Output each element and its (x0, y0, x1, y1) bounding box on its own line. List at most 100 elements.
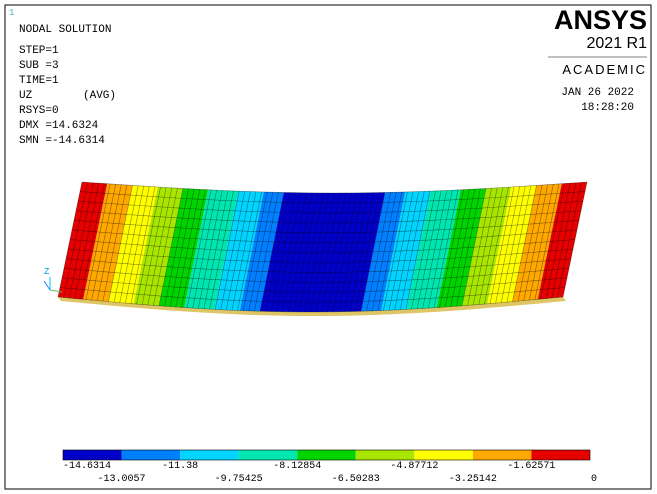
legend-label: -6.50283 (332, 474, 380, 485)
mesh-line (338, 192, 363, 312)
mesh-line (254, 192, 279, 312)
mesh-line (158, 188, 184, 306)
mesh-line (293, 192, 318, 312)
mesh-line (517, 184, 543, 302)
mesh-line (237, 191, 262, 311)
mesh-line (523, 184, 549, 301)
mesh-line (270, 192, 296, 312)
mesh-line (136, 187, 161, 305)
mesh-line (495, 186, 520, 304)
quantity: UZ (19, 90, 33, 102)
mesh-line (411, 190, 436, 310)
legend-swatch (238, 450, 298, 460)
mesh-line (439, 189, 464, 308)
contour-band (436, 188, 486, 308)
mesh-line (349, 192, 375, 312)
mesh-line (125, 186, 150, 304)
mesh-line (141, 187, 167, 305)
legend-label: 0 (591, 474, 597, 485)
mesh-line (489, 186, 515, 304)
mesh-line (321, 192, 347, 313)
mesh-line (79, 191, 586, 204)
legend-label: -8.12854 (273, 461, 321, 472)
mesh-line (63, 267, 570, 283)
mesh-line (226, 191, 251, 311)
mesh-line (80, 183, 105, 300)
mesh-line (231, 191, 257, 311)
contour-band (239, 191, 284, 312)
mesh-line (416, 190, 442, 309)
mesh-line (164, 188, 189, 307)
legend-label: -13.0057 (98, 474, 146, 485)
contour-band (487, 185, 537, 304)
mesh-line (75, 210, 582, 224)
mesh-line (113, 185, 139, 303)
mesh-line (371, 192, 397, 311)
legend-swatch (297, 450, 356, 460)
mesh-line (77, 200, 584, 214)
legend-swatch (180, 450, 239, 460)
contour-band (361, 191, 406, 312)
info-line: DMX =14.6324 (19, 120, 99, 132)
mesh-line (500, 186, 526, 303)
mesh-line (287, 192, 313, 312)
beam (57, 181, 588, 316)
mesh-line (265, 192, 290, 312)
legend-outline (62, 449, 591, 461)
contour-band (58, 182, 108, 300)
mesh-line (433, 189, 459, 308)
mesh-line (220, 191, 246, 310)
mesh-line (422, 190, 448, 309)
window-number: 1 (9, 8, 14, 18)
mesh-line (450, 189, 476, 307)
info-line: RSYS=0 (19, 105, 59, 117)
contour-band (462, 186, 512, 306)
legend-swatch (531, 450, 590, 460)
mesh-line (366, 192, 391, 312)
mesh-line (63, 182, 88, 298)
mesh-line (399, 191, 425, 310)
mesh-line (85, 183, 111, 300)
contour-band (381, 191, 431, 311)
mesh-line (467, 188, 492, 306)
contour-band (108, 185, 158, 304)
mesh-line (461, 188, 487, 306)
mesh-line (119, 186, 145, 303)
legend-label: -9.75425 (215, 474, 263, 485)
triad-axis (43, 280, 51, 291)
mesh-line (65, 258, 572, 273)
contour-band (159, 188, 209, 308)
triad-axis (49, 289, 63, 293)
mesh-line (74, 183, 100, 299)
mesh-line (67, 248, 574, 263)
date: JAN 26 2022 (561, 87, 634, 99)
legend-swatch (121, 450, 181, 460)
mesh-line (298, 192, 324, 313)
mesh-line (197, 190, 223, 309)
legend-label: -1.62571 (507, 461, 555, 472)
mesh-line (506, 185, 532, 303)
mesh-line (73, 220, 580, 233)
brand-name: ANSYS (554, 5, 647, 35)
contour-band (214, 191, 264, 311)
mesh-line (91, 184, 116, 301)
contour-band (133, 186, 183, 306)
mesh-line (472, 187, 498, 306)
mesh-line (360, 192, 386, 312)
mesh-line (259, 192, 285, 312)
legend-label: -14.6314 (63, 461, 111, 472)
mesh-line (69, 239, 576, 253)
mesh-line (282, 192, 307, 312)
mesh-line (551, 182, 577, 299)
mesh-line (388, 191, 414, 311)
mesh-line (310, 192, 335, 313)
mesh-line (147, 187, 173, 306)
info-line: STEP=1 (19, 45, 59, 57)
mesh-line (186, 189, 212, 308)
mesh-line (81, 181, 588, 194)
triad-label: Z (44, 267, 50, 277)
mesh-line (57, 181, 83, 298)
mesh-line (540, 183, 565, 300)
contour-band (512, 183, 562, 302)
